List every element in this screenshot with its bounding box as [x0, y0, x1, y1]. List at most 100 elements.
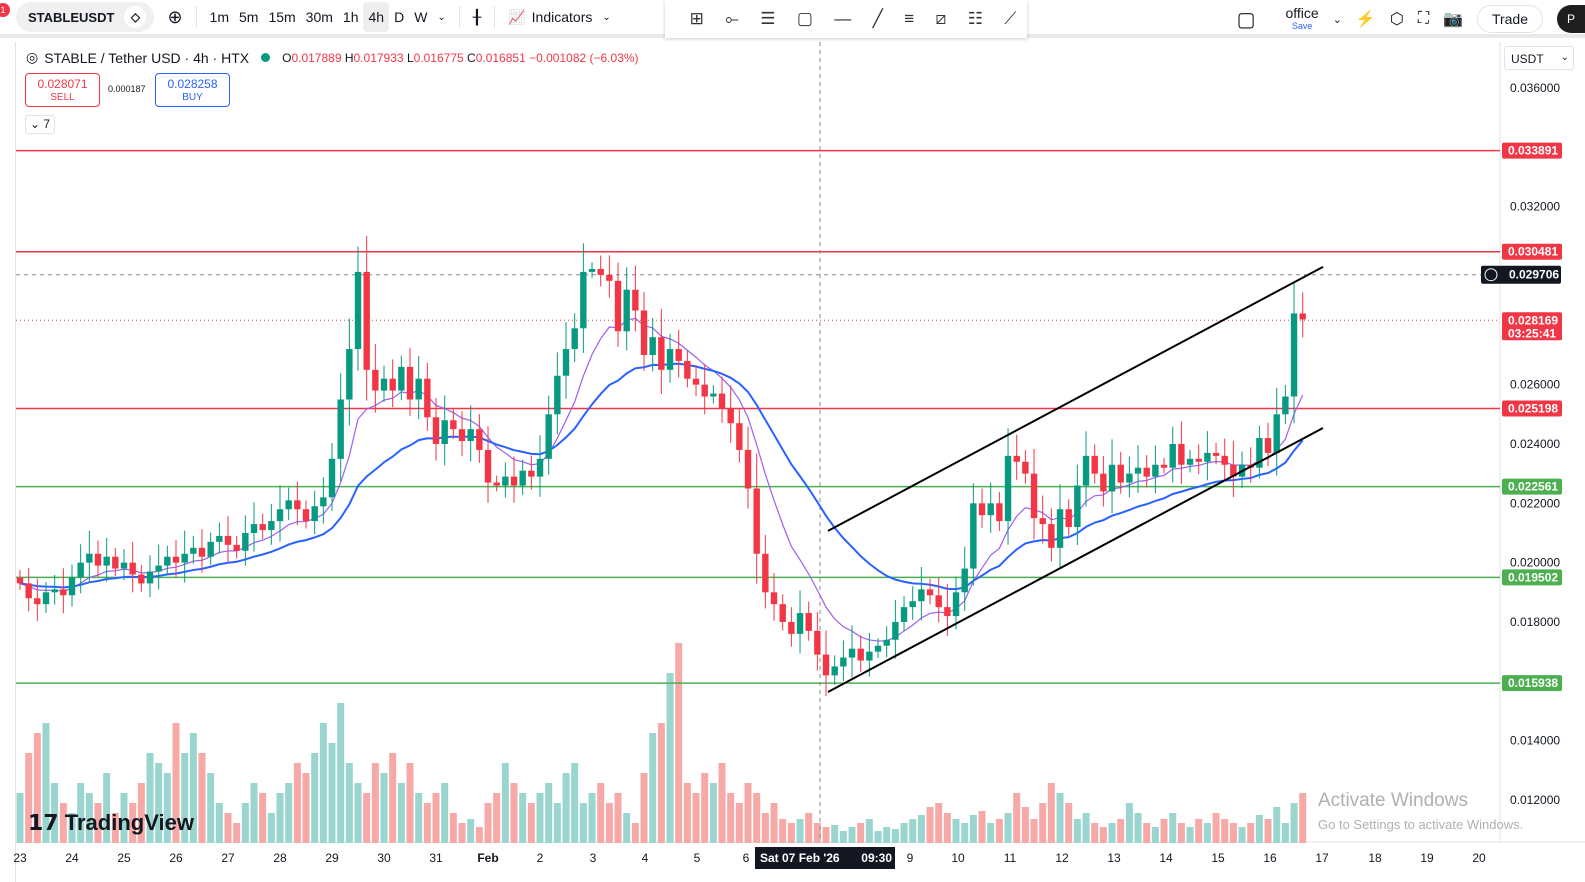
time-tick-label: 9 [907, 851, 914, 865]
interval-5m[interactable]: 5m [238, 9, 259, 25]
time-tick-label: 25 [117, 851, 131, 865]
indicators-toggle[interactable]: ⌄ 7 [25, 115, 55, 134]
trend-line-icon[interactable]: ╱ [872, 9, 883, 28]
price-tick-label: 0.012000 [1510, 793, 1560, 807]
chevron-down-icon: ⌄ [1560, 52, 1569, 63]
candle [918, 567, 925, 621]
candle [926, 578, 934, 605]
support-price-label-bg [1502, 569, 1562, 586]
rectangle-icon[interactable]: ▢ [796, 9, 813, 28]
candle-body [415, 378, 422, 400]
interval-30m[interactable]: 30m [305, 9, 333, 25]
candle-type-icon[interactable]: ╂ [472, 8, 482, 25]
layout-save[interactable]: office Save [1285, 6, 1318, 32]
path-icon[interactable]: ⟋ [1004, 9, 1017, 28]
camera-icon[interactable]: 📷 [1443, 11, 1463, 28]
interval-1m[interactable]: 1m [209, 9, 229, 25]
chevron-down-icon[interactable]: ⌄ [437, 11, 446, 23]
price-chart[interactable]: 0.036000 0.032000 0.026000 0.024000 0.022000… [0, 42, 1585, 882]
candle [614, 262, 622, 347]
volume-bar [475, 827, 483, 843]
candle-body [822, 654, 830, 676]
sell-button[interactable]: 0.028071 SELL [25, 73, 100, 107]
trade-button[interactable]: Trade [1476, 5, 1543, 33]
interval-15m[interactable]: 15m [268, 9, 296, 25]
interval-1h[interactable]: 1h [342, 9, 359, 25]
candle [1074, 464, 1081, 546]
compare-add-icon[interactable]: ⊕ [167, 6, 183, 27]
time-tick-label: 15 [1211, 851, 1225, 865]
candle [935, 577, 942, 623]
candle [762, 534, 769, 609]
close-value: 0.016851 [475, 50, 526, 65]
candle [432, 397, 440, 461]
quick-search-icon[interactable]: ⚡ [1355, 11, 1376, 28]
volume-bar [571, 763, 579, 843]
candle [666, 333, 674, 383]
candle [146, 555, 154, 598]
volume-bar [709, 783, 717, 843]
candle-body [831, 666, 838, 676]
candle-body [1230, 464, 1237, 477]
chevron-down-icon[interactable]: ⌄ [602, 11, 611, 23]
volume-bar [926, 807, 934, 843]
candle-body [1074, 485, 1081, 528]
currency-select[interactable]: USDT ⌄ [1504, 46, 1574, 70]
time-tick-label: 16 [1263, 851, 1277, 865]
parallel-channel-icon[interactable]: ≡ [904, 9, 915, 28]
chart-legend: ◎ STABLE / Tether USD · 4h · HTX O0.0178… [26, 49, 639, 66]
candle [1169, 426, 1176, 483]
candle-body [770, 592, 778, 605]
volume-bar [302, 773, 310, 843]
candle [68, 564, 76, 607]
candle-body [632, 289, 639, 311]
settings-icon[interactable]: ⬡ [1389, 11, 1404, 28]
volume-bar [718, 763, 726, 843]
low-label: L [406, 50, 414, 65]
tradingview-logo[interactable]: 𝟭𝟳 TradingView [28, 810, 194, 836]
volume-bar [198, 753, 206, 843]
buy-button[interactable]: 0.028258 BUY [155, 73, 230, 107]
horizontal-ray-icon[interactable]: ⟜ [725, 9, 739, 28]
candle [822, 630, 830, 697]
volume-bar [1143, 823, 1151, 843]
time-tick-label: 4 [642, 851, 649, 865]
candle [1282, 385, 1289, 425]
candle [86, 530, 93, 583]
candle [710, 385, 717, 404]
indicators-button[interactable]: 📈 Indicators [503, 2, 597, 32]
gem-icon[interactable]: ◇ [124, 6, 147, 28]
square-icon[interactable]: ▢ [1236, 8, 1256, 31]
volume-bar [501, 763, 509, 843]
symbol-label: STABLEUSDT [28, 9, 115, 25]
volume-bar [215, 803, 223, 843]
interval-w[interactable]: W [414, 9, 428, 25]
candle-body [363, 271, 370, 370]
interval-4h[interactable]: 4h [363, 2, 390, 32]
volume-bar [293, 763, 301, 843]
volume-bar [493, 793, 501, 843]
candle-body [1030, 473, 1038, 519]
fib-icon[interactable]: ☰ [760, 9, 776, 28]
volume-bar [1134, 813, 1142, 843]
candle [1178, 421, 1185, 485]
fullscreen-icon[interactable]: ⛶ [1417, 10, 1430, 27]
candle-body [34, 598, 41, 605]
candle-body [736, 423, 743, 450]
pitchfork-icon[interactable]: ☷ [967, 9, 983, 28]
chevron-down-icon[interactable]: ⌄ [1332, 13, 1342, 26]
symbol-search[interactable]: STABLEUSDT ◇ [16, 2, 155, 32]
brush-icon[interactable]: ⧄ [935, 9, 947, 28]
profile-avatar[interactable]: P [1557, 5, 1585, 33]
price-tick-label: 0.014000 [1510, 734, 1560, 748]
volume-bar [649, 733, 657, 843]
volume-bar [189, 733, 197, 843]
volume-bar [224, 813, 232, 843]
interval-d[interactable]: D [394, 9, 405, 25]
candle-body [909, 601, 916, 608]
notification-badge[interactable]: 1 [0, 3, 10, 17]
horizontal-line-icon[interactable]: — [834, 9, 852, 28]
volume-bar [458, 823, 466, 843]
layout-grid-icon[interactable]: ⊞ [689, 9, 704, 28]
candle [259, 513, 266, 540]
